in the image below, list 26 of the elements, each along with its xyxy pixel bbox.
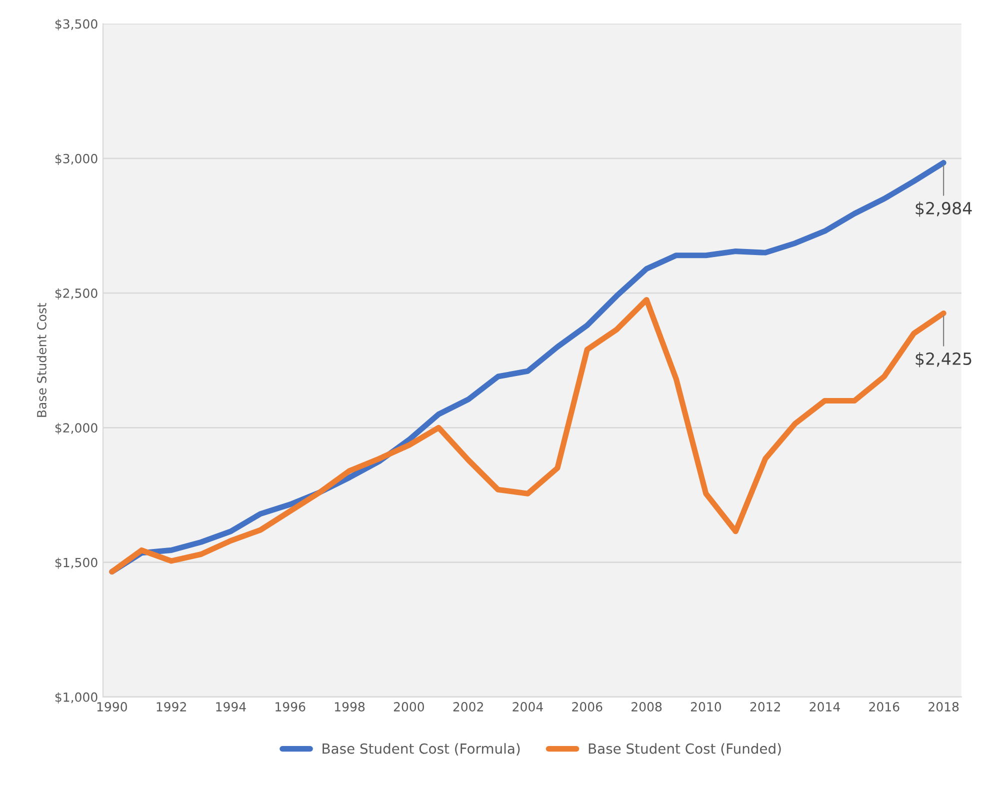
x-tick-label: 2006 [572, 702, 602, 712]
x-tick-label: 1990 [97, 702, 127, 712]
data-label: $2,984 [916, 202, 972, 217]
legend-label: Base Student Cost (Formula) [322, 743, 520, 756]
x-tick-label: 1996 [276, 702, 306, 712]
y-tick-label: $3,000 [55, 154, 98, 165]
x-tick-label: 1992 [156, 702, 186, 712]
y-tick-label: $1,500 [55, 558, 98, 569]
x-tick-label: 2010 [690, 702, 722, 712]
x-tick-label: 2018 [928, 702, 959, 712]
legend-label: Base Student Cost (Funded) [588, 743, 781, 756]
x-tick-label: 1994 [216, 702, 246, 712]
y-tick-label: $3,500 [55, 19, 98, 30]
y-axis-title: Base Student Cost [36, 302, 46, 417]
data-label: $2,425 [916, 352, 972, 368]
x-tick-label: 2000 [394, 702, 424, 712]
y-tick-label: $1,000 [55, 692, 98, 704]
x-tick-label: 2012 [750, 702, 780, 712]
x-tick-label: 1998 [334, 702, 365, 712]
y-tick-label: $2,000 [55, 422, 98, 434]
x-tick-label: 2002 [453, 702, 483, 712]
x-tick-label: 2008 [632, 702, 662, 712]
x-tick-label: 2016 [869, 702, 900, 712]
x-tick-label: 2014 [810, 702, 840, 712]
x-tick-label: 2004 [512, 702, 543, 712]
y-tick-label: $2,500 [55, 288, 98, 300]
